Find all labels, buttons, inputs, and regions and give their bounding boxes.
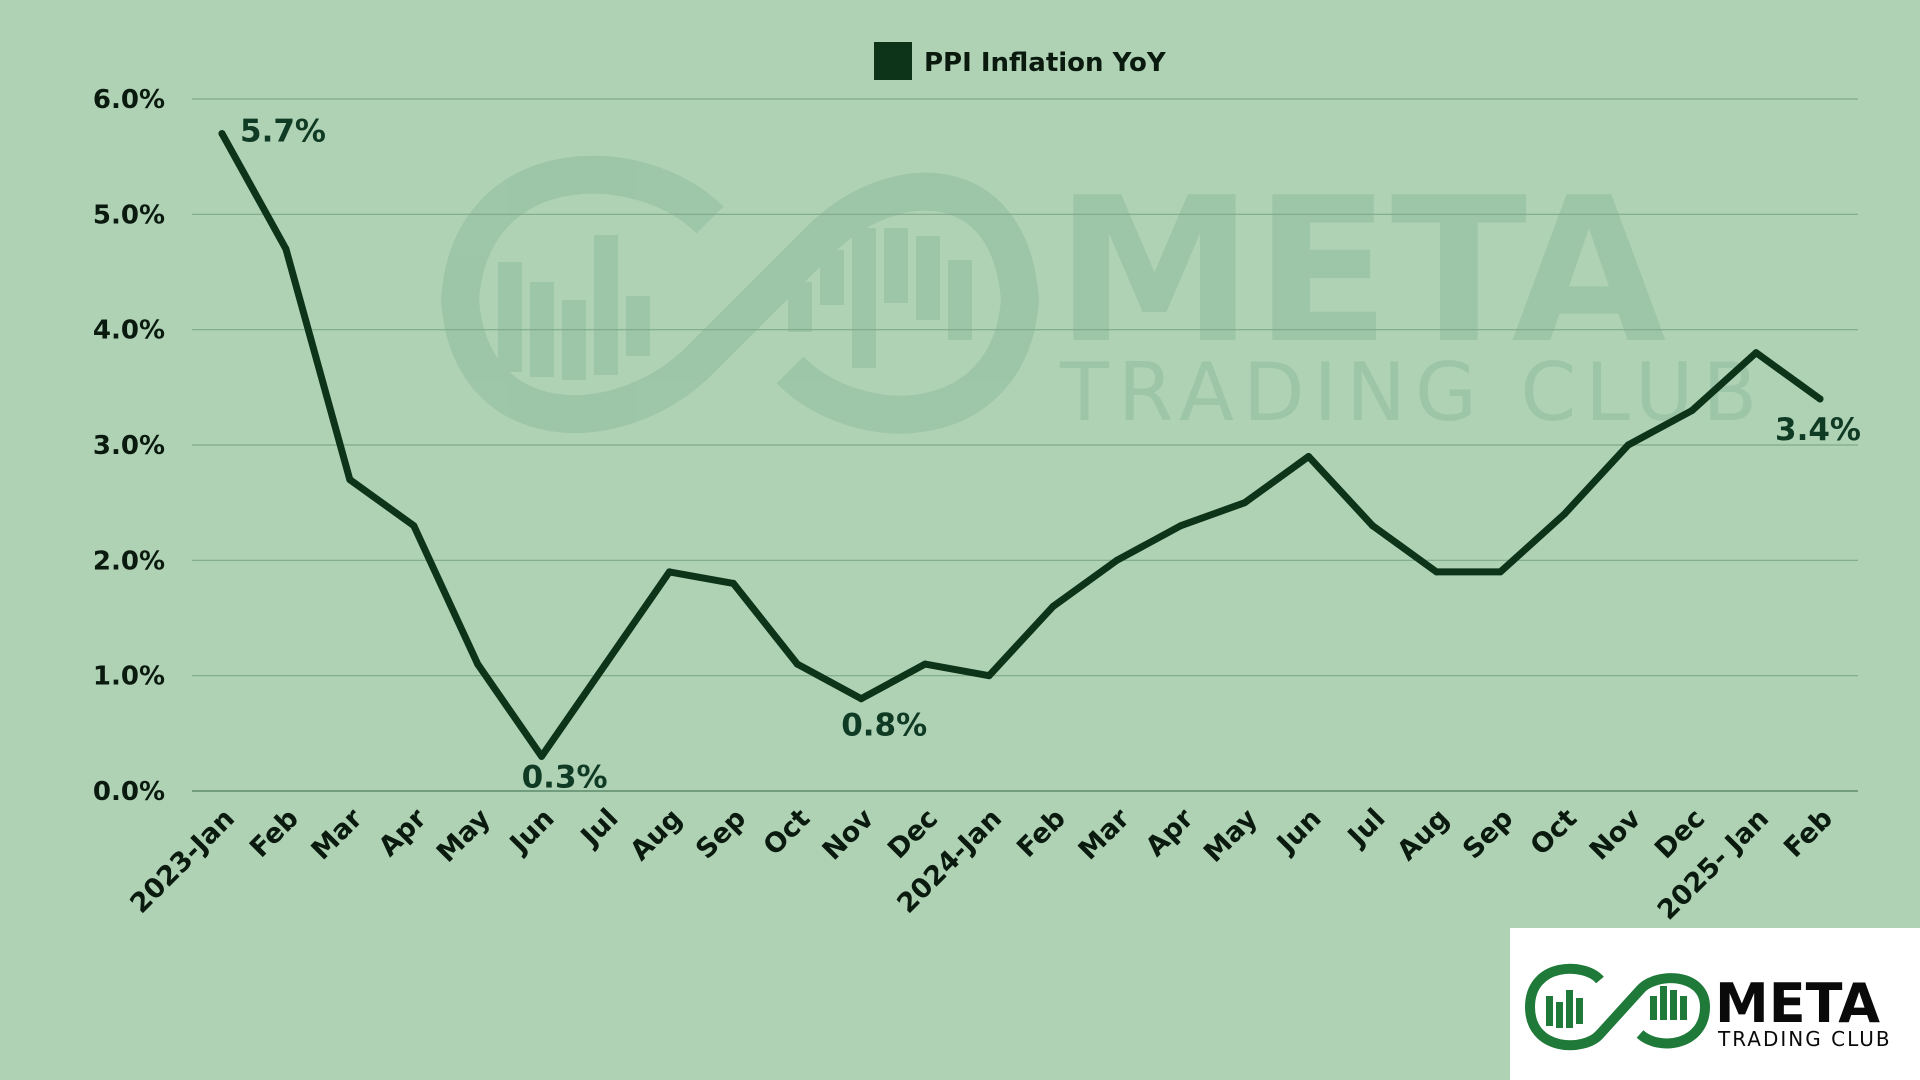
series-line xyxy=(218,130,1824,760)
x-tick-label: Aug xyxy=(1391,803,1455,867)
data-label: 0.8% xyxy=(841,708,927,744)
data-point xyxy=(1049,602,1057,610)
data-point xyxy=(1816,395,1824,403)
legend-swatch xyxy=(874,42,912,80)
data-point xyxy=(1560,510,1568,518)
x-tick-label: May xyxy=(431,803,497,869)
logo-title: META xyxy=(1715,972,1880,1035)
data-point xyxy=(1369,522,1377,530)
x-tick-label: Feb xyxy=(1011,803,1072,864)
x-tick-label: Aug xyxy=(624,803,688,867)
data-point xyxy=(474,660,482,668)
y-tick-label: 4.0% xyxy=(93,316,165,346)
x-tick-label: Apr xyxy=(1140,803,1200,863)
y-tick-label: 5.0% xyxy=(93,200,165,230)
y-tick-label: 0.0% xyxy=(93,777,165,807)
legend-label: PPI Inflation YoY xyxy=(924,48,1167,78)
logo-infinity-icon xyxy=(1524,963,1711,1051)
data-point xyxy=(1432,568,1440,576)
x-tick-label: Nov xyxy=(817,803,881,867)
data-point xyxy=(1177,522,1185,530)
data-point xyxy=(1241,499,1249,507)
logo: META TRADING CLUB xyxy=(1510,928,1920,1080)
y-tick-label: 1.0% xyxy=(93,662,165,692)
data-point xyxy=(1688,406,1696,414)
x-tick-label: Jun xyxy=(1270,803,1328,861)
data-point xyxy=(538,752,546,760)
watermark-bars-icon xyxy=(498,228,972,380)
data-point xyxy=(1496,568,1504,576)
x-tick-label: Oct xyxy=(1525,803,1584,862)
y-axis: 0.0% 1.0% 2.0% 3.0% 4.0% 5.0% 6.0% xyxy=(93,85,165,807)
x-tick-label: Jul xyxy=(1341,803,1392,854)
series xyxy=(218,130,1824,760)
data-point xyxy=(793,660,801,668)
data-point xyxy=(410,522,418,530)
x-tick-label: 2023-Jan xyxy=(124,803,241,920)
data-label: 3.4% xyxy=(1775,412,1861,448)
data-point xyxy=(665,568,673,576)
data-point xyxy=(602,660,610,668)
data-point xyxy=(985,672,993,680)
data-point xyxy=(1752,349,1760,357)
legend: PPI Inflation YoY xyxy=(874,42,1167,80)
x-tick-label: Sep xyxy=(690,803,752,865)
data-point xyxy=(921,660,929,668)
x-tick-label: Feb xyxy=(244,803,305,864)
grid xyxy=(192,98,1858,792)
data-point xyxy=(218,130,226,138)
x-tick-label: Feb xyxy=(1778,803,1839,864)
x-tick-label: Mar xyxy=(306,803,370,867)
x-tick-label: Oct xyxy=(758,803,817,862)
data-point xyxy=(1305,453,1313,461)
x-tick-label: Apr xyxy=(373,803,433,863)
data-label: 5.7% xyxy=(240,114,326,150)
x-tick-label: Mar xyxy=(1073,803,1137,867)
data-point xyxy=(729,579,737,587)
data-point xyxy=(1624,441,1632,449)
y-tick-label: 2.0% xyxy=(93,546,165,576)
y-tick-label: 6.0% xyxy=(93,85,165,115)
x-tick-label: Nov xyxy=(1584,803,1648,867)
watermark: META TRADING CLUB xyxy=(440,155,1766,439)
watermark-subtitle: TRADING CLUB xyxy=(1059,346,1766,439)
y-tick-label: 3.0% xyxy=(93,431,165,461)
logo-bars-icon xyxy=(1546,986,1687,1028)
watermark-infinity-icon xyxy=(440,155,1040,434)
x-tick-label: Sep xyxy=(1457,803,1519,865)
data-label: 0.3% xyxy=(522,759,608,795)
data-point xyxy=(346,476,354,484)
logo-subtitle: TRADING CLUB xyxy=(1717,1027,1892,1051)
x-tick-label: Jun xyxy=(503,803,561,861)
x-tick-label: Jul xyxy=(574,803,625,854)
annotations: 5.7% 0.3% 0.8% 3.4% xyxy=(240,114,1861,796)
x-tick-label: May xyxy=(1198,803,1264,869)
watermark-title: META xyxy=(1055,155,1666,388)
data-point xyxy=(1113,556,1121,564)
data-point xyxy=(857,695,865,703)
data-point xyxy=(282,245,290,253)
